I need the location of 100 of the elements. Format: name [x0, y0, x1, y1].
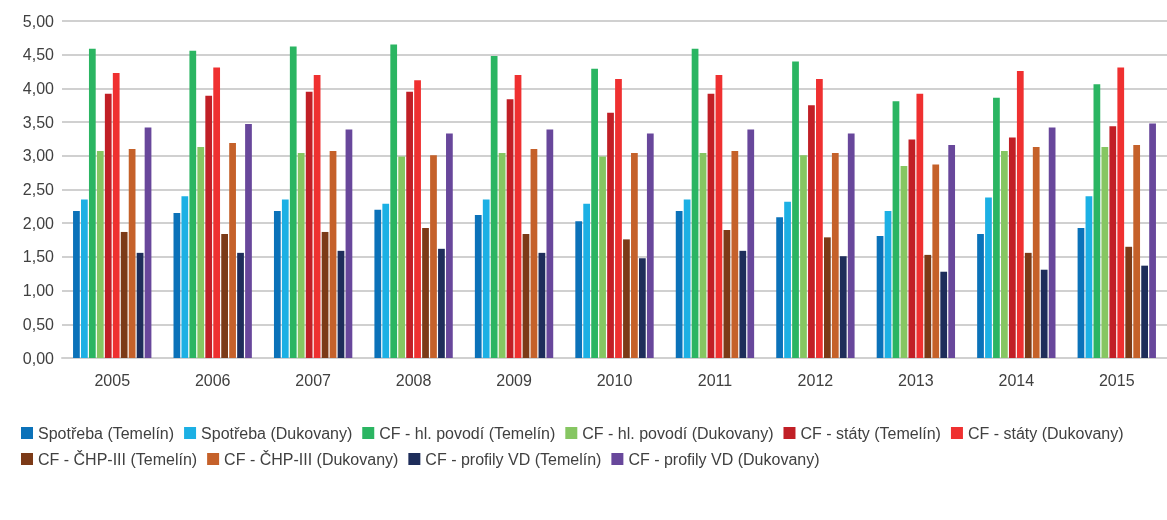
- bar: [446, 133, 453, 358]
- bar: [229, 142, 236, 358]
- bar: [776, 217, 783, 358]
- bar: [305, 91, 313, 358]
- bar: [482, 199, 490, 358]
- bar: [623, 239, 630, 358]
- legend-label: Spotřeba (Temelín): [38, 424, 175, 442]
- bar: [924, 254, 932, 358]
- bar: [940, 271, 948, 358]
- bar: [430, 155, 437, 358]
- bar: [1117, 67, 1125, 358]
- bar: [615, 78, 622, 358]
- bar: [583, 203, 591, 358]
- bar: [932, 164, 940, 358]
- bar: [221, 233, 228, 358]
- legend-label: CF - profily VD (Dukovany): [628, 450, 820, 468]
- bar: [631, 153, 638, 358]
- bar: [490, 56, 498, 358]
- bar: [1032, 147, 1040, 358]
- x-tick-label: 2015: [1098, 371, 1135, 389]
- y-tick-label: 2,50: [22, 181, 55, 198]
- x-tick-label: 2005: [94, 371, 131, 389]
- y-tick-label: 3,00: [22, 147, 55, 165]
- bar: [1133, 145, 1141, 358]
- bar: [205, 95, 213, 358]
- bar: [916, 93, 924, 358]
- y-tick-label: 3,50: [22, 113, 55, 131]
- bar: [808, 105, 815, 358]
- bar: [1008, 137, 1016, 358]
- bar: [575, 221, 583, 358]
- bar: [1109, 126, 1117, 358]
- bar: [831, 153, 839, 358]
- bar: [800, 155, 807, 358]
- bar: [438, 248, 445, 358]
- bar: [823, 237, 831, 358]
- y-tick-label: 1,50: [22, 248, 55, 266]
- x-tick-label: 2012: [797, 371, 834, 389]
- bar: [839, 256, 847, 358]
- bar: [1016, 70, 1024, 358]
- bar: [197, 147, 205, 358]
- bar: [591, 68, 598, 358]
- bar: [816, 78, 823, 358]
- bar: [739, 250, 747, 358]
- x-tick-label: 2008: [395, 371, 432, 389]
- bar: [1101, 147, 1109, 358]
- legend-label: CF - státy (Temelín): [800, 424, 941, 442]
- x-tick-label: 2013: [898, 371, 934, 389]
- bar: [237, 252, 244, 358]
- bar: [1001, 151, 1008, 358]
- bar: [390, 44, 398, 358]
- bar: [1125, 246, 1133, 358]
- y-tick-label: 0,50: [22, 315, 55, 333]
- bar: [792, 61, 799, 358]
- bar: [638, 258, 646, 358]
- bar: [81, 199, 88, 358]
- bar: [181, 196, 189, 358]
- bar: [1024, 252, 1032, 358]
- bar: [675, 211, 683, 358]
- bar: [731, 151, 739, 358]
- bar: [1149, 123, 1156, 358]
- y-tick-label: 5,00: [22, 12, 55, 30]
- bar: [382, 203, 390, 358]
- bar: [422, 227, 429, 358]
- x-tick-label: 2014: [998, 371, 1035, 389]
- bar: [273, 211, 281, 358]
- bar: [784, 201, 791, 358]
- bar: [398, 156, 406, 358]
- bar: [213, 67, 221, 358]
- bar: [374, 209, 382, 358]
- x-tick-label: 2011: [697, 371, 733, 389]
- bar: [120, 231, 128, 358]
- bar: [977, 233, 984, 358]
- legend-label: CF - hl. povodí (Dukovany): [582, 424, 774, 442]
- bar: [985, 197, 992, 358]
- bar: [599, 156, 606, 358]
- bar: [112, 72, 120, 358]
- legend-label: CF - ČHP-III (Dukovany): [224, 449, 399, 468]
- bar: [96, 151, 104, 358]
- bar: [88, 48, 96, 358]
- legend-label: Spotřeba (Dukovany): [201, 424, 353, 442]
- bar: [1040, 269, 1048, 358]
- legend-label: CF - profily VD (Temelín): [425, 450, 602, 468]
- legend-label: CF - hl. povodí (Temelín): [379, 424, 556, 442]
- x-tick-label: 2009: [496, 371, 532, 389]
- legend-label: CF - ČHP-III (Temelín): [38, 449, 198, 468]
- bar: [414, 80, 421, 358]
- bar: [747, 129, 755, 358]
- bar: [1141, 265, 1148, 358]
- bar: [245, 124, 252, 358]
- bar: [948, 145, 956, 358]
- bar: [847, 133, 855, 358]
- x-tick-label: 2007: [295, 371, 332, 389]
- bar: [474, 215, 482, 358]
- bar: [289, 46, 297, 358]
- bar: [189, 50, 197, 358]
- bar: [607, 112, 614, 358]
- legend-label: CF - státy (Dukovany): [967, 424, 1124, 442]
- y-tick-label: 2,00: [22, 214, 55, 232]
- bar: [993, 97, 1000, 358]
- y-tick-label: 4,00: [22, 79, 55, 97]
